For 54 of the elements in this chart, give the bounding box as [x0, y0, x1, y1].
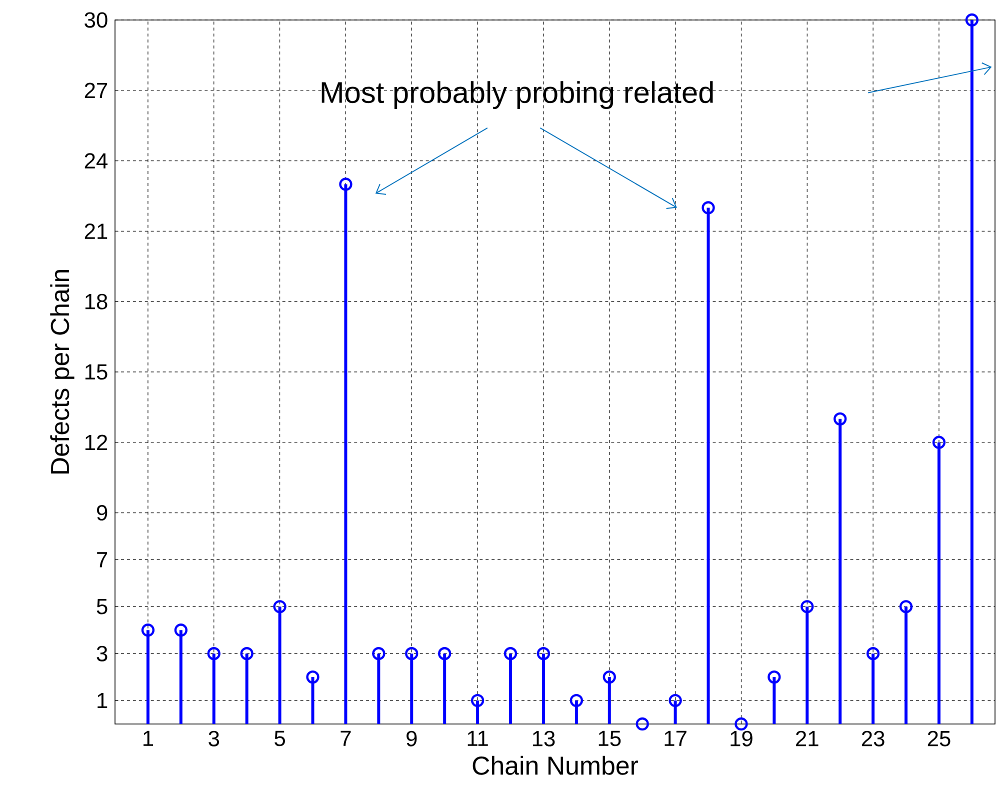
x-tick-label: 25: [928, 730, 950, 746]
y-tick-label: 7: [97, 552, 108, 568]
point: [800, 600, 814, 614]
x-tick-label: 3: [208, 730, 220, 746]
point: [207, 647, 220, 660]
annotation: Most probably probing related: [322, 81, 713, 110]
point: [834, 412, 847, 426]
point: [339, 178, 352, 191]
y-tick-label: 30: [84, 12, 108, 28]
x-tick-label: 13: [532, 730, 555, 746]
x-tick-label: 1: [144, 730, 153, 746]
point: [668, 694, 682, 708]
y-tick-label: 24: [84, 153, 108, 168]
x-tick-label: 7: [340, 730, 351, 746]
point: [372, 647, 386, 660]
y-tick-label: 18: [85, 294, 108, 310]
point: [141, 624, 155, 637]
y-axis-title: Defects per Chain: [50, 270, 74, 474]
point: [240, 647, 254, 660]
point: [438, 647, 452, 660]
point: [570, 694, 584, 708]
y-tick-label: 21: [84, 224, 108, 239]
x-tick-label: 21: [796, 730, 818, 746]
y-tick-label: 1: [98, 692, 108, 708]
x-tick-label: 5: [274, 730, 285, 746]
x-tick-label: 9: [406, 730, 417, 746]
point: [866, 647, 880, 660]
x-tick-label: 11: [468, 730, 488, 746]
x-tick-label: 15: [598, 730, 621, 746]
point: [306, 670, 320, 684]
point: [965, 13, 979, 27]
point: [405, 647, 418, 660]
point: [602, 670, 616, 684]
point: [536, 647, 550, 660]
point: [174, 624, 188, 637]
point: [768, 670, 781, 684]
point: [273, 600, 286, 614]
point: [932, 436, 946, 449]
point: [702, 201, 715, 214]
x-axis-title: Chain Number: [472, 756, 638, 775]
y-tick-label: 27: [84, 82, 108, 98]
x-tick-label: 17: [664, 730, 686, 746]
y-tick-label: 9: [97, 505, 108, 521]
point: [899, 600, 913, 614]
y-tick-label: 15: [85, 364, 108, 380]
x-tick-label: 23: [862, 730, 884, 746]
y-tick-label: 12: [85, 434, 108, 450]
x-tick-label: 19: [730, 730, 752, 746]
point: [470, 694, 484, 708]
point: [504, 647, 518, 660]
point: [636, 717, 649, 731]
y-tick-label: 5: [96, 599, 108, 614]
point: [734, 717, 748, 731]
y-tick-label: 3: [96, 646, 108, 662]
